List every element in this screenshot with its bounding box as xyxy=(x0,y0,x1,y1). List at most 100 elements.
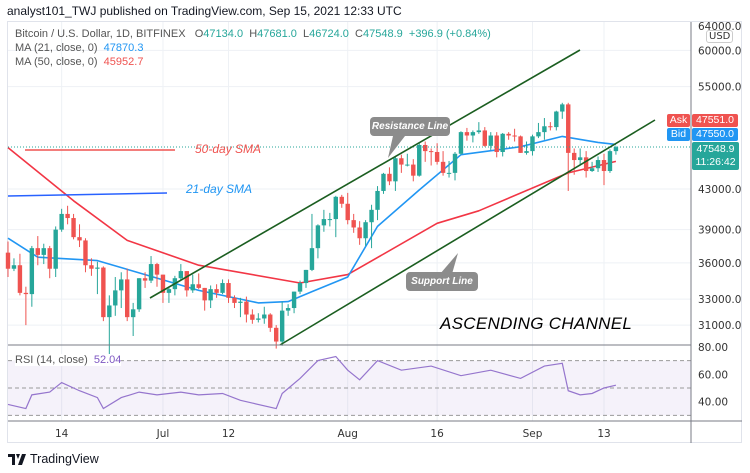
candle-body xyxy=(315,225,321,249)
candle-body xyxy=(23,292,29,295)
tradingview-logo[interactable]: TradingView xyxy=(8,452,99,466)
candle xyxy=(440,151,446,176)
sma21-annotation[interactable]: 21-day SMA xyxy=(186,182,253,196)
candle xyxy=(601,153,607,186)
candle xyxy=(130,302,136,336)
candle xyxy=(53,226,58,278)
candle-body xyxy=(250,314,255,320)
ma50-value: 45952.7 xyxy=(103,56,144,68)
candle-body xyxy=(125,279,130,318)
candle-body xyxy=(512,135,517,137)
candle-body xyxy=(119,279,124,291)
close-value: 47548.9 xyxy=(363,28,403,40)
candle xyxy=(47,245,52,279)
candle xyxy=(196,273,201,290)
candle xyxy=(113,277,118,316)
brand-name: TradingView xyxy=(30,452,99,466)
candle-body xyxy=(220,283,225,293)
ma21-line xyxy=(7,135,616,304)
candle xyxy=(244,296,249,323)
candle-body xyxy=(226,283,231,298)
resistance-line-callout[interactable]: Resistance Line xyxy=(370,117,450,136)
candle xyxy=(363,220,368,246)
support-channel-line[interactable] xyxy=(279,119,656,346)
sma21-marker-line[interactable] xyxy=(7,192,168,197)
candle xyxy=(607,149,613,173)
candle xyxy=(35,236,40,266)
candle xyxy=(554,110,559,131)
candle xyxy=(125,268,130,322)
time-tick-label: 16 xyxy=(430,428,444,440)
ask-price: 47551.0 xyxy=(692,114,738,127)
candle-body xyxy=(554,111,559,128)
candle xyxy=(142,272,148,288)
candle-body xyxy=(500,133,505,152)
candle-body xyxy=(95,267,100,269)
time-tick-label: 14 xyxy=(55,428,69,440)
candle-body xyxy=(256,318,261,320)
change-value: +396.9 (+0.84%) xyxy=(408,28,491,40)
candle xyxy=(399,154,404,173)
ascending-channel-label[interactable]: ASCENDING CHANNEL xyxy=(440,314,633,333)
candle xyxy=(95,261,100,295)
candle xyxy=(595,156,601,172)
candle xyxy=(333,195,338,238)
time-tick-label: 12 xyxy=(222,428,235,440)
price-tick-label: 43000.0 xyxy=(698,184,741,196)
resistance-channel-line[interactable] xyxy=(149,49,581,299)
candle-body xyxy=(506,133,511,136)
candle-body xyxy=(387,173,392,182)
candle-body xyxy=(274,327,279,342)
price-tick-label: 55000.0 xyxy=(698,82,741,94)
support-line-callout[interactable]: Support Line xyxy=(406,272,478,291)
candle-body xyxy=(440,161,446,173)
candle xyxy=(428,148,434,166)
candle xyxy=(315,224,321,259)
candle-body xyxy=(41,248,46,255)
rsi-value: 52.04 xyxy=(93,354,122,366)
candle xyxy=(393,156,398,191)
time-tick-label: Sep xyxy=(523,428,543,440)
currency-button[interactable]: USD xyxy=(706,30,734,43)
candle xyxy=(572,148,577,175)
candle-body xyxy=(11,265,17,269)
candle xyxy=(256,313,261,323)
candle-body xyxy=(53,229,58,269)
ma50-line xyxy=(7,146,617,284)
candle-body xyxy=(262,314,267,319)
price-tick-label: 33000.0 xyxy=(698,294,741,306)
candle xyxy=(405,153,410,167)
candle xyxy=(452,151,458,181)
candle-body xyxy=(65,213,70,219)
candle-body xyxy=(148,264,154,281)
candle xyxy=(226,279,231,303)
candle-body xyxy=(595,160,601,169)
candle-body xyxy=(530,136,535,152)
candle-body xyxy=(405,164,410,166)
ma21-legend[interactable]: MA (21, close, 0) 47870.3 xyxy=(15,42,143,54)
open-value: 47134.0 xyxy=(203,28,244,40)
candle-body xyxy=(29,248,35,295)
candle xyxy=(530,134,535,156)
candle-body xyxy=(59,213,64,230)
candle-body xyxy=(583,157,589,172)
rsi-line xyxy=(7,355,617,410)
rsi-legend[interactable]: RSI (14, close) 52.04 xyxy=(15,354,122,366)
candle xyxy=(172,275,178,296)
candle xyxy=(285,304,291,316)
candle xyxy=(423,141,428,162)
candle-body xyxy=(476,130,482,133)
candle xyxy=(291,291,297,314)
ma50-legend[interactable]: MA (50, close, 0) 45952.7 xyxy=(15,56,143,68)
candle-body xyxy=(178,271,184,279)
candle xyxy=(577,148,583,166)
bid-price: 47550.0 xyxy=(692,128,738,141)
sma50-annotation[interactable]: 50-day SMA xyxy=(195,142,262,156)
candle-body xyxy=(184,271,189,291)
candle-body xyxy=(536,132,541,137)
candle xyxy=(262,306,267,324)
close-label: C xyxy=(355,28,363,40)
candle xyxy=(297,280,303,295)
candle xyxy=(488,132,493,151)
